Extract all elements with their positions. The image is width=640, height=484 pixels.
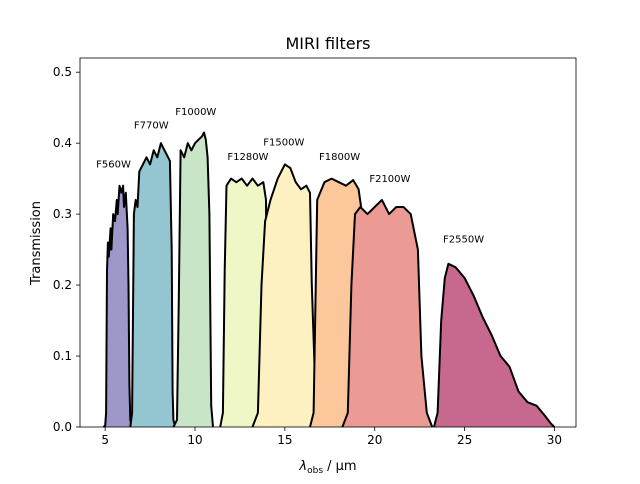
filter-label-f560w: F560W bbox=[96, 159, 131, 170]
x-axis-label-unit: / μm bbox=[323, 459, 357, 474]
filter-curve-f770w bbox=[129, 142, 177, 428]
chart-title: MIRI filters bbox=[286, 34, 371, 53]
y-tick-label: 0.5 bbox=[53, 65, 72, 79]
filter-label-f1800w: F1800W bbox=[319, 152, 360, 163]
filter-curve-f560w bbox=[102, 184, 134, 428]
x-tick-label: 10 bbox=[187, 433, 202, 447]
y-tick-label: 0.1 bbox=[53, 349, 72, 363]
y-axis-ticks: 0.0 0.1 0.2 0.3 0.4 0.5 bbox=[53, 65, 80, 434]
filter-label-f2100w: F2100W bbox=[369, 174, 410, 185]
y-tick-label: 0.4 bbox=[53, 136, 72, 150]
x-tick-label: 20 bbox=[367, 433, 382, 447]
filter-curve-f1500w bbox=[251, 163, 322, 428]
y-tick-label: 0.3 bbox=[53, 207, 72, 221]
x-tick-label: 30 bbox=[547, 433, 562, 447]
y-tick-label: 0.2 bbox=[53, 278, 72, 292]
filter-curve-f1000w bbox=[172, 131, 214, 428]
x-axis-label-symbol: λ bbox=[298, 459, 307, 474]
y-tick-label: 0.0 bbox=[53, 420, 72, 434]
filter-fill-f1500w bbox=[252, 164, 321, 427]
filter-fill-f770w bbox=[130, 143, 176, 427]
filter-label-f1000w: F1000W bbox=[175, 107, 216, 118]
x-axis-ticks: 5 10 15 20 25 30 bbox=[101, 427, 562, 447]
filter-label-f770w: F770W bbox=[134, 120, 169, 131]
x-tick-label: 25 bbox=[457, 433, 472, 447]
filter-curve-f2100w bbox=[341, 198, 434, 428]
x-tick-label: 15 bbox=[277, 433, 292, 447]
series-layer bbox=[102, 131, 556, 428]
x-tick-label: 5 bbox=[101, 433, 109, 447]
y-axis-label: Transmission bbox=[29, 201, 44, 286]
x-axis-label: λobs / μm bbox=[298, 459, 356, 476]
label-layer: F560W F770W F1000W F1280W F1500W F1800W F2100W… bbox=[96, 107, 484, 246]
filter-label-f1500w: F1500W bbox=[263, 137, 304, 148]
filter-fill-f2100w bbox=[342, 199, 433, 427]
filter-curve-f2550w bbox=[433, 262, 556, 428]
filter-label-f1280w: F1280W bbox=[227, 152, 268, 163]
x-axis-label-subscript: obs bbox=[307, 466, 323, 476]
plot-frame bbox=[79, 57, 577, 428]
filter-fill-f1280w bbox=[220, 178, 271, 427]
filter-fill-f1000w bbox=[173, 132, 213, 427]
filter-label-f2550w: F2550W bbox=[443, 235, 484, 246]
filter-fill-f2550w bbox=[434, 263, 555, 427]
